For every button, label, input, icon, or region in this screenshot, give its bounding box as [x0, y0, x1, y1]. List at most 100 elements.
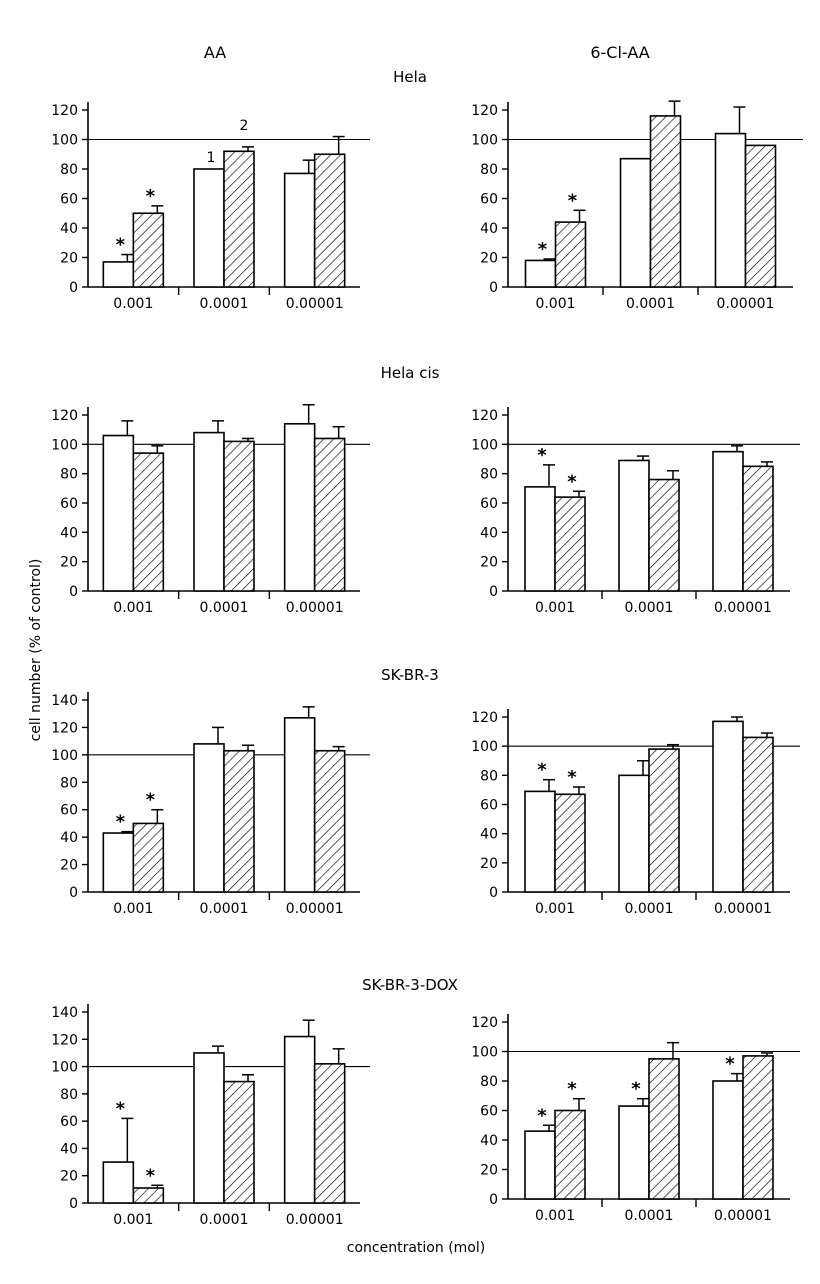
- y-tick-label: 20: [60, 1169, 78, 1185]
- bar-hatched: [554, 1109, 586, 1200]
- y-tick-label: 60: [480, 192, 498, 208]
- significance-star: *: [537, 1105, 547, 1126]
- x-category-label: 0.001: [535, 901, 575, 917]
- significance-star: *: [537, 760, 547, 781]
- y-tick-label: 0: [69, 885, 78, 901]
- bar-open: [283, 422, 316, 592]
- significance-star: *: [146, 1165, 156, 1186]
- significance-star: *: [537, 445, 547, 466]
- y-tick-label: 60: [60, 496, 78, 512]
- x-category-label: 0.00001: [714, 1208, 772, 1224]
- y-tick-label: 120: [471, 103, 498, 119]
- significance-star: *: [567, 767, 577, 788]
- chart-panel: 0 20 40 60 80 100 120 0.001 0.0001 0.00001: [51, 403, 370, 616]
- bar-number-2: 2: [240, 118, 249, 134]
- bar-open: [283, 172, 316, 288]
- x-category-label: 0.00001: [286, 1212, 344, 1228]
- x-category-label: 0.001: [113, 1212, 153, 1228]
- bar-open: [102, 261, 135, 288]
- bar-hatched: [132, 452, 165, 592]
- bar-hatched: [132, 822, 165, 893]
- y-tick-label: 100: [471, 437, 498, 453]
- y-tick-label: 0: [69, 584, 78, 600]
- y-tick-label: 80: [60, 467, 78, 483]
- y-tick-label: 100: [51, 437, 78, 453]
- bar-open: [102, 832, 135, 893]
- significance-star: *: [567, 471, 577, 492]
- y-tick-label: 80: [480, 768, 498, 784]
- y-tick-label: 20: [480, 1163, 498, 1179]
- y-tick-label: 20: [60, 858, 78, 874]
- y-tick-label: 0: [489, 584, 498, 600]
- bar-open: [524, 486, 556, 592]
- x-category-label: 0.0001: [200, 600, 249, 616]
- bar-open: [524, 1130, 556, 1200]
- bar-open: [618, 459, 650, 592]
- y-tick-label: 120: [471, 1015, 498, 1031]
- chart-panel: 0 20 40 60 80 100 120 140 * * 0.001 0.0001 0.00001: [51, 1004, 370, 1228]
- y-axis-label: cell number (% of control): [28, 559, 44, 742]
- chart-panel: 0 20 40 60 80 100 120 * * 0.001 0.0001 0.00001: [51, 102, 370, 312]
- y-tick-label: 120: [51, 1032, 78, 1048]
- x-category-label: 0.0001: [625, 1208, 674, 1224]
- y-tick-label: 60: [60, 1114, 78, 1130]
- y-tick-label: 100: [471, 1045, 498, 1061]
- bar-hatched: [648, 478, 680, 592]
- y-tick-label: 60: [480, 1104, 498, 1120]
- y-tick-label: 60: [480, 798, 498, 814]
- significance-star: *: [146, 790, 156, 811]
- y-tick-label: 40: [480, 525, 498, 541]
- significance-star: *: [631, 1079, 641, 1100]
- bar-open: [193, 743, 225, 893]
- bar-open: [618, 1105, 650, 1200]
- x-category-label: 0.00001: [286, 600, 344, 616]
- x-category-label: 0.0001: [625, 901, 674, 917]
- x-category-label: 0.0001: [200, 1212, 249, 1228]
- y-tick-label: 120: [51, 408, 78, 424]
- y-tick-label: 100: [51, 1060, 78, 1076]
- x-category-label: 0.0001: [625, 600, 674, 616]
- y-tick-label: 40: [60, 221, 78, 237]
- x-category-label: 0.001: [113, 901, 153, 917]
- bar-hatched: [313, 437, 346, 592]
- bar-hatched: [132, 212, 165, 288]
- y-tick-label: 20: [480, 856, 498, 872]
- bar-open: [712, 720, 744, 893]
- chart-panel: 0 20 40 60 80 100 120 * * 0.001 0.0001 0.00001: [471, 407, 800, 616]
- bar-hatched: [223, 749, 255, 893]
- bar-open: [619, 157, 652, 288]
- x-category-label: 0.0001: [626, 296, 675, 312]
- y-tick-label: 40: [480, 1133, 498, 1149]
- bar-hatched: [554, 221, 587, 288]
- y-tick-label: 80: [60, 162, 78, 178]
- y-tick-label: 40: [60, 525, 78, 541]
- significance-star: *: [116, 1098, 126, 1119]
- row-title-hela-cis: Hela cis: [381, 364, 440, 382]
- bar-open: [102, 1161, 135, 1204]
- bar-open: [102, 434, 135, 592]
- x-category-label: 0.0001: [200, 901, 249, 917]
- y-tick-label: 40: [60, 830, 78, 846]
- y-tick-label: 80: [480, 467, 498, 483]
- x-category-label: 0.001: [113, 600, 153, 616]
- bar-open: [283, 1035, 316, 1204]
- x-category-label: 0.00001: [717, 296, 775, 312]
- bar-open: [712, 1080, 744, 1200]
- y-tick-label: 120: [471, 710, 498, 726]
- bar-open: [193, 168, 225, 288]
- row-title-hela: Hela: [393, 68, 427, 86]
- y-tick-label: 100: [471, 133, 498, 149]
- bar-open: [283, 717, 316, 893]
- y-tick-label: 80: [60, 775, 78, 791]
- row-title-sk-br-3-dox: SK-BR-3-DOX: [362, 976, 458, 994]
- y-tick-label: 20: [480, 251, 498, 267]
- y-tick-label: 100: [51, 748, 78, 764]
- bar-hatched: [742, 736, 774, 893]
- significance-star: *: [568, 190, 578, 211]
- bar-hatched: [223, 1080, 255, 1204]
- bar-hatched: [649, 115, 682, 288]
- bar-hatched: [132, 1187, 165, 1204]
- y-tick-label: 0: [69, 280, 78, 296]
- y-tick-label: 60: [60, 803, 78, 819]
